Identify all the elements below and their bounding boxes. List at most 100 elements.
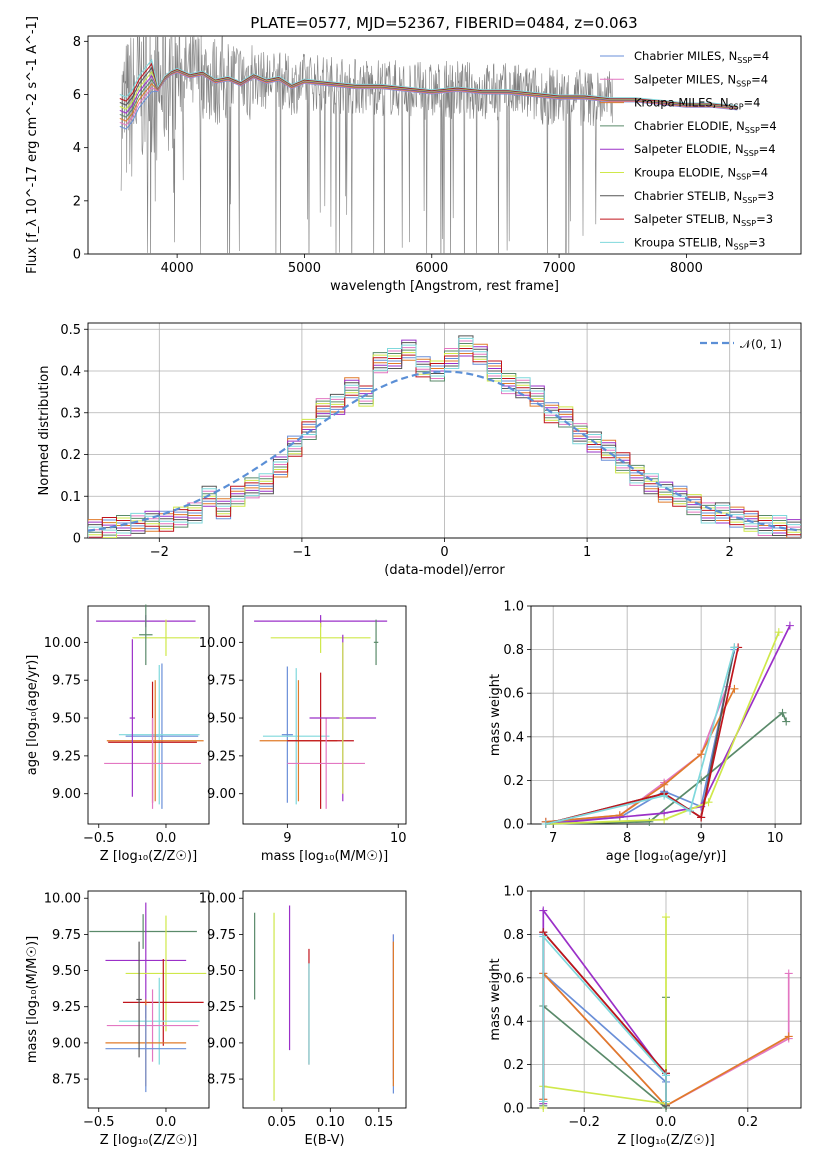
y-tick-label: 10.00 [44,892,81,907]
y-tick-label: 0.4 [60,365,81,380]
x-tick-label: 9 [283,831,291,846]
y-tick-label: 4 [73,141,81,156]
data-point [778,708,787,717]
y-tick-label: 9.50 [52,712,81,727]
legend-entry: Salpeter MILES, NSSP=4 [634,72,768,88]
y-axis-label: Normed distribution [37,366,52,496]
x-tick-label: 6000 [415,261,448,276]
x-tick-label: 7 [549,831,557,846]
y-tick-label: 8.75 [207,1073,236,1088]
x-tick-label: 0.10 [316,1115,345,1130]
data-point [662,1071,670,1080]
data-point [662,1097,670,1106]
series-line [545,647,736,825]
axes-frame [530,605,802,825]
x-tick-label: 8 [623,831,631,846]
panel-age-vs-Z: −0.5 0.0 9.00 9.25 9.50 9.75 10.00 Z [log₁₀(Z/Z… [25,604,210,864]
x-tick-label: 0.0 [156,831,177,846]
data-point [774,628,783,637]
y-tick-label: 9.50 [52,964,81,979]
y-tick-label: 9.75 [207,674,236,689]
axes-frame [242,605,407,825]
x-tick-label: 4000 [161,261,194,276]
x-tick-label: 1 [583,545,591,560]
x-tick-label: −1 [292,545,311,560]
axes-frame [87,605,210,825]
y-tick-label: 9.25 [52,749,81,764]
x-tick-label: 0.15 [364,1115,393,1130]
x-tick-label: 0 [440,545,448,560]
y-tick-label: 9.00 [207,1036,236,1051]
y-tick-label: 0 [73,532,81,547]
data-point [660,780,669,789]
y-axis-label: Flux [f_λ 10^-17 erg cm^-2 s^-1 A^-1] [25,16,40,274]
normal-curve [88,370,801,532]
x-tick-label: 0.0 [156,1115,177,1130]
legend-entry: Chabrier MILES, NSSP=4 [634,49,769,65]
y-tick-label: 10.00 [199,892,236,907]
model-spectrum [119,58,738,107]
series-line [542,934,667,1102]
y-tick-label: 9.00 [52,787,81,802]
axes-frame [87,322,802,539]
y-tick-label: 10.00 [199,636,236,651]
x-tick-label: 2 [726,545,734,560]
data-point [662,913,670,922]
y-tick-label: 0.8 [503,928,524,943]
data-point [730,643,739,652]
x-tick-label: −0.5 [83,831,115,846]
x-tick-label: 10 [390,831,407,846]
x-axis-label: E(B-V) [304,1133,344,1148]
data-point [784,969,793,978]
figure-title: PLATE=0577, MJD=52367, FIBERID=0484, z=0… [250,14,637,32]
y-tick-label: 0.3 [60,406,81,421]
data-point [539,1097,548,1106]
y-axis-label: mass weight [488,958,503,1040]
panel-mass-vs-EBV: 0.05 0.10 0.15 8.75 9.00 9.25 9.50 9.75 10.00 E(B… [199,890,407,1148]
y-tick-label: 0.1 [60,490,81,505]
data-point [784,1032,793,1041]
x-tick-label: 8000 [670,261,703,276]
legend-entry: Kroupa ELODIE, NSSP=4 [634,166,768,182]
y-tick-label: 9.25 [52,1000,81,1015]
x-axis-label: wavelength [Angstrom, rest frame] [330,279,559,294]
x-tick-label: 10 [767,831,784,846]
y-tick-label: 9.25 [207,749,236,764]
data-point [697,813,706,822]
x-tick-label: 0.0 [656,1115,677,1130]
y-tick-label: 0.2 [503,774,524,789]
y-tick-label: 0.6 [503,687,524,702]
y-tick-label: 1.0 [503,885,524,900]
legend-entry: 𝒩(0, 1) [740,337,782,351]
y-tick-label: 0.8 [503,643,524,658]
data-point [539,906,548,915]
y-tick-label: 9.25 [207,1000,236,1015]
histogram-step [88,337,801,538]
x-axis-label: Z [log₁₀(Z/Z☉)] [100,1133,197,1148]
x-tick-label: −0.2 [568,1115,600,1130]
y-tick-label: 9.75 [52,928,81,943]
x-tick-label: 5000 [288,261,321,276]
y-tick-label: 1.0 [503,600,524,615]
data-point [660,815,669,824]
y-tick-label: 9.50 [207,712,236,727]
series-line [545,647,739,825]
y-tick-label: 0.2 [503,1058,524,1073]
x-axis-label: Z [log₁₀(Z/Z☉)] [617,1133,714,1148]
legend-entry: Kroupa STELIB, NSSP=3 [634,235,765,251]
y-tick-label: 10.00 [44,636,81,651]
y-tick-label: 0.0 [503,818,524,833]
y-tick-label: 0.5 [60,323,81,338]
panel-residuals: −2 −1 0 1 2 0 0.1 0.2 0.3 0.4 0.5 (data-model)/erro… [37,322,802,578]
axes-frame [87,890,210,1109]
y-tick-label: 0.0 [503,1102,524,1117]
panel-mass-vs-Z: −0.5 0.0 8.75 9.00 9.25 9.50 9.75 10.00 Z [log₁₀… [25,890,210,1148]
legend-entry: Salpeter STELIB, NSSP=3 [634,212,773,228]
observed-spectrum [120,36,613,254]
x-tick-label: 0.05 [267,1115,296,1130]
data-point [660,791,669,800]
y-tick-label: 9.75 [207,928,236,943]
data-point [785,621,794,630]
y-tick-label: 0.2 [60,448,81,463]
